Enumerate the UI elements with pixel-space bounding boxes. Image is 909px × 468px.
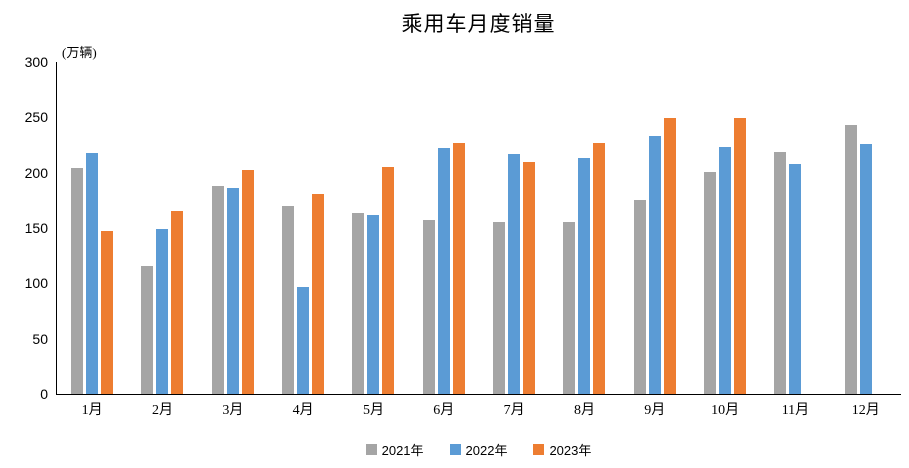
bar-2023年-3月 [241, 170, 254, 394]
bar-2022年-6月 [437, 148, 450, 394]
x-tick-label: 2月 [151, 403, 173, 418]
bar-2023年-4月 [312, 193, 325, 394]
y-axis-tick-labels: 0 50 100 150 200 250 300 [0, 54, 48, 402]
bar-2023年-8月 [593, 142, 606, 394]
legend-item-2023年: 2023年 [533, 440, 591, 459]
chart-legend: 2021年 2022年 2023年 [56, 440, 901, 459]
bar-2023年-7月 [523, 161, 536, 394]
x-tick-label: 7月 [503, 403, 525, 418]
bar-2021年-9月 [633, 200, 646, 394]
bar-2021年-8月 [563, 222, 576, 394]
bar-group [198, 62, 268, 394]
x-tick-label: 11月 [781, 403, 810, 418]
bar-2023年-1月 [101, 231, 114, 394]
bar-2023年-10月 [734, 118, 747, 394]
x-axis-line [56, 394, 901, 395]
bar-2021年-3月 [211, 185, 224, 394]
x-tick-label: 8月 [573, 403, 595, 418]
legend-label: 2021年 [381, 443, 424, 458]
legend-item-2022年: 2022年 [449, 440, 508, 459]
x-tick-label: 9月 [644, 403, 666, 418]
bar-group [338, 62, 408, 394]
bar-group [57, 62, 127, 394]
legend-item-2021年: 2021年 [365, 440, 424, 459]
bar-2021年-11月 [774, 151, 787, 394]
y-tick-label: 150 [24, 220, 48, 236]
bar-2022年-1月 [86, 152, 99, 394]
y-axis-unit-label: (万辆) [62, 45, 97, 60]
legend-swatch-2023年 [533, 444, 545, 455]
bar-2022年-4月 [297, 286, 310, 394]
legend-swatch-2021年 [365, 444, 377, 455]
bar-2021年-5月 [352, 212, 365, 394]
bar-2022年-8月 [578, 158, 591, 394]
y-tick-label: 200 [24, 164, 48, 181]
bar-2022年-11月 [789, 163, 802, 394]
x-tick-label: 3月 [222, 403, 244, 418]
bar-2023年-9月 [663, 118, 676, 394]
y-tick-label: 0 [40, 386, 48, 402]
legend-swatch-2022年 [449, 444, 461, 455]
x-axis-labels: 1月 2月 3月 4月 5月 6月 7月 8月 9月 10月 11月 12月 [57, 399, 901, 419]
bar-2022年-3月 [226, 188, 239, 394]
bar-2021年-2月 [141, 265, 154, 394]
x-tick-label: 12月 [851, 403, 880, 418]
legend-label: 2022年 [465, 443, 508, 458]
y-tick-label: 300 [24, 54, 48, 70]
bar-2021年-1月 [71, 168, 84, 394]
x-tick-label: 10月 [711, 403, 740, 418]
x-tick-label: 6月 [433, 403, 455, 418]
bar-group [690, 62, 760, 394]
bar-2021年-12月 [844, 125, 857, 394]
bar-2023年-2月 [171, 211, 184, 394]
bar-2022年-9月 [648, 136, 661, 394]
legend-label: 2023年 [549, 443, 592, 458]
bar-group [479, 62, 549, 394]
bar-group [760, 62, 830, 394]
chart-title: 乘用车月度销量 [401, 12, 556, 36]
x-tick-label: 4月 [292, 403, 314, 418]
x-tick-label: 1月 [81, 403, 103, 418]
bar-2023年-6月 [452, 142, 465, 394]
y-tick-label: 50 [32, 330, 48, 347]
y-tick-label: 100 [24, 275, 48, 292]
bar-group [831, 62, 901, 394]
bar-2022年-5月 [367, 214, 380, 394]
bar-2022年-12月 [859, 143, 872, 394]
bar-group [127, 62, 197, 394]
bar-group [549, 62, 619, 394]
bar-group [268, 62, 338, 394]
bar-group [620, 62, 690, 394]
bar-2022年-7月 [508, 153, 521, 394]
bar-2021年-6月 [422, 220, 435, 394]
bar-2021年-10月 [704, 171, 717, 394]
y-axis-line [56, 62, 57, 395]
bar-group [409, 62, 479, 394]
bars-row [57, 62, 901, 394]
x-tick-label: 5月 [362, 403, 384, 418]
bar-2023年-5月 [382, 167, 395, 394]
bar-2021年-7月 [493, 222, 506, 394]
y-tick-label: 250 [24, 109, 48, 126]
bar-2021年-4月 [282, 205, 295, 394]
bar-2022年-10月 [719, 147, 732, 394]
bar-2022年-2月 [156, 229, 169, 394]
